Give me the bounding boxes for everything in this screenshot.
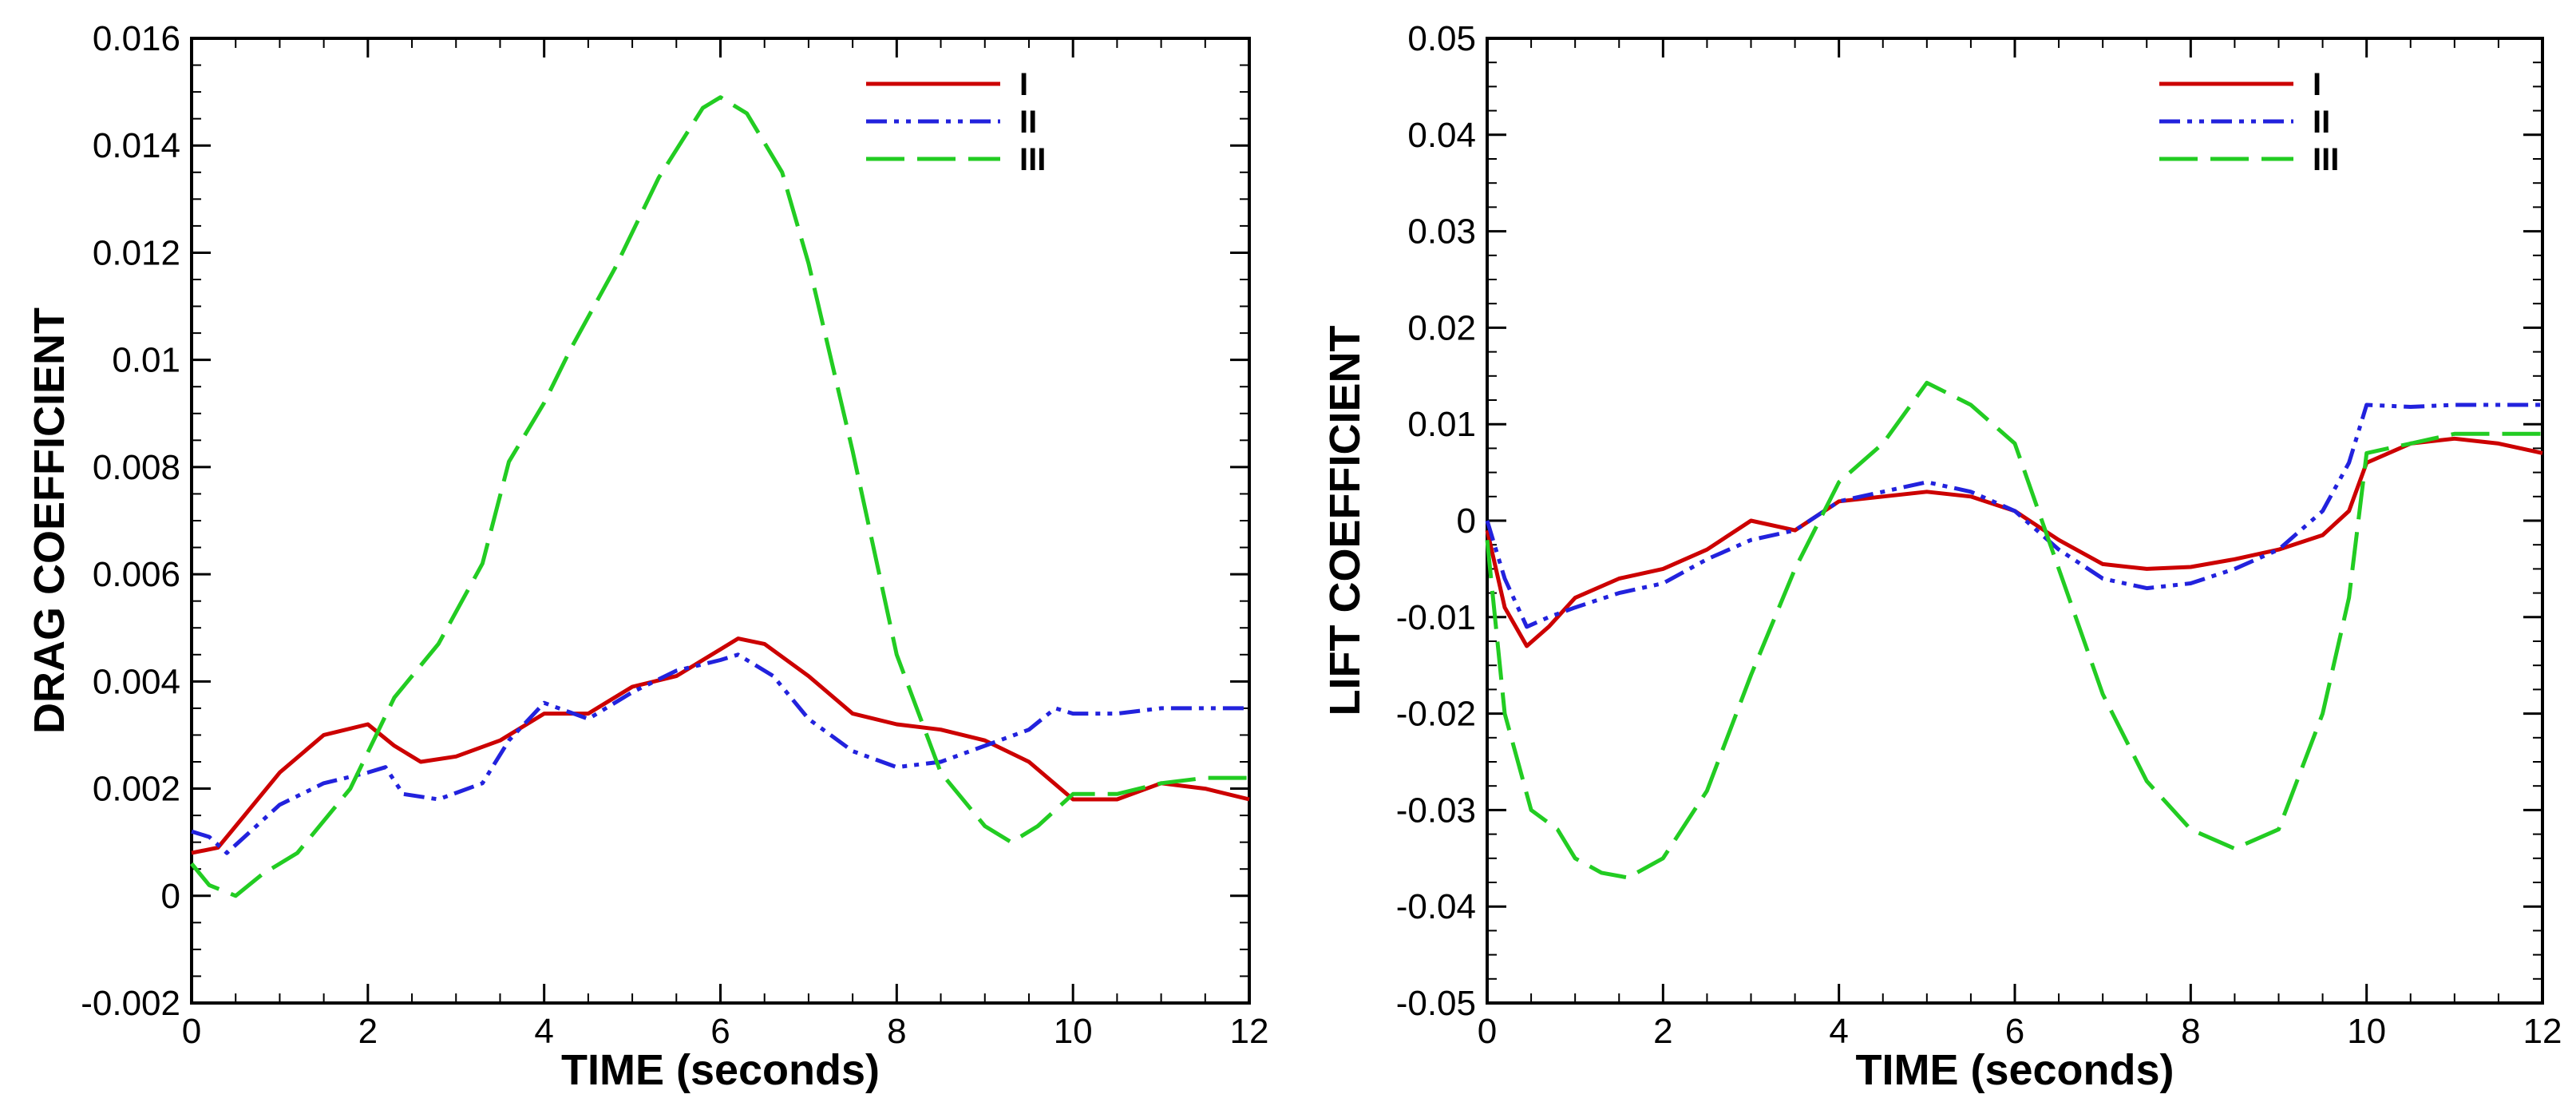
plot-frame bbox=[190, 37, 1251, 1005]
y-axis-title: DRAG COEFFICIENT bbox=[26, 307, 73, 734]
series-line-I bbox=[1485, 436, 2543, 648]
legend-label-I: I bbox=[1019, 67, 1028, 102]
y-tick-label: 0.012 bbox=[93, 233, 180, 272]
plot-frame bbox=[1486, 37, 2544, 1005]
x-tick-label: 4 bbox=[1829, 1012, 1848, 1051]
y-tick-label: 0.014 bbox=[93, 126, 180, 165]
y-tick-label: 0.05 bbox=[1407, 19, 1476, 58]
y-tick-label: 0.016 bbox=[93, 19, 180, 58]
y-tick-label: 0.006 bbox=[93, 555, 180, 594]
x-tick-label: 6 bbox=[2005, 1012, 2024, 1051]
y-tick-label: 0.01 bbox=[1407, 405, 1476, 444]
x-tick-label: 12 bbox=[1230, 1012, 1269, 1051]
legend-label-II: II bbox=[1019, 105, 1037, 140]
y-tick-label: 0.004 bbox=[93, 662, 180, 701]
y-tick-label: -0.002 bbox=[81, 984, 180, 1023]
y-tick-label: -0.02 bbox=[1396, 695, 1476, 734]
y-axis-title: LIFT COEFFICIENT bbox=[1321, 326, 1369, 716]
x-tick-label: 4 bbox=[534, 1012, 553, 1051]
x-tick-label: 0 bbox=[1478, 1012, 1497, 1051]
series-line-II bbox=[191, 652, 1249, 855]
x-tick-label: 2 bbox=[1653, 1012, 1672, 1051]
series-lines bbox=[190, 95, 1250, 898]
axis-ticks: 0 2 4 6 8 10 12-0.00200.0020.0040.0060.0080.01… bbox=[81, 19, 1268, 1051]
x-tick-label: 12 bbox=[2523, 1012, 2562, 1051]
legend-label-I: I bbox=[2313, 67, 2321, 102]
y-tick-label: 0.002 bbox=[93, 770, 180, 809]
legend-label-II: II bbox=[2313, 105, 2330, 140]
series-line-III bbox=[190, 95, 1249, 898]
x-tick-label: 10 bbox=[2347, 1012, 2386, 1051]
y-tick-label: 0.03 bbox=[1407, 212, 1476, 252]
x-tick-label: 0 bbox=[182, 1012, 201, 1051]
x-tick-label: 6 bbox=[710, 1012, 730, 1051]
y-tick-label: 0.02 bbox=[1407, 308, 1476, 347]
y-tick-label: -0.01 bbox=[1396, 598, 1476, 637]
y-tick-label: 0.008 bbox=[93, 448, 180, 487]
y-tick-label: -0.05 bbox=[1396, 984, 1476, 1023]
x-tick-label: 10 bbox=[1054, 1012, 1093, 1051]
y-tick-label: -0.03 bbox=[1396, 791, 1476, 830]
x-tick-label: 8 bbox=[2181, 1012, 2200, 1051]
legend-label-III: III bbox=[2313, 142, 2339, 177]
x-tick-label: 2 bbox=[358, 1012, 378, 1051]
drag-coefficient-chart: 0 2 4 6 8 10 12-0.00200.0020.0040.0060.0080.01… bbox=[26, 19, 1268, 1094]
lift-coefficient-chart: 0 2 4 6 8 10 12 -0.05 -0.04 -0.03 -0.02 -0.01 0 0.01 0… bbox=[1321, 19, 2562, 1094]
x-axis-title: TIME (seconds) bbox=[1855, 1046, 2174, 1094]
y-tick-label: 0 bbox=[161, 877, 180, 916]
series-line-I bbox=[191, 636, 1250, 855]
y-tick-label: 0.04 bbox=[1407, 116, 1476, 155]
axis-ticks: 0 2 4 6 8 10 12 -0.05 -0.04 -0.03 -0.02 -0.01 0 0.01 0… bbox=[1396, 19, 2562, 1051]
x-axis-title: TIME (seconds) bbox=[561, 1046, 880, 1094]
y-tick-label: 0.01 bbox=[112, 341, 180, 380]
y-tick-label: -0.04 bbox=[1396, 887, 1476, 926]
x-tick-label: 8 bbox=[887, 1012, 906, 1051]
series-line-III bbox=[1485, 380, 2542, 880]
y-tick-label: 0 bbox=[1457, 501, 1476, 541]
legend-label-III: III bbox=[1019, 142, 1046, 177]
series-line-II bbox=[1485, 402, 2542, 629]
series-lines bbox=[1485, 380, 2543, 880]
